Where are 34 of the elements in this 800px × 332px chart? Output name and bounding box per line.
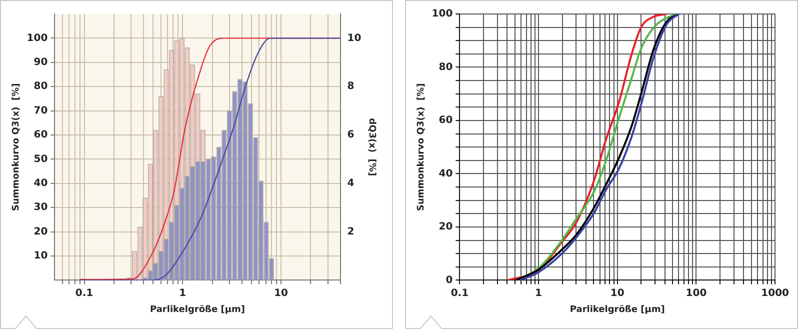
y-tick-label: 100 [26, 32, 48, 44]
y-tick-label: 70 [34, 105, 48, 116]
y2-tick-label: 2 [347, 226, 354, 238]
x-axis-title: Parlikelgröße [µm] [570, 304, 665, 315]
y-tick-label: 0 [446, 274, 453, 286]
y2-tick-label: 4 [347, 178, 354, 189]
y-tick-label: 40 [34, 178, 48, 189]
x-tick-label: 100 [686, 288, 707, 299]
y-tick-label: 80 [438, 62, 453, 73]
x-axis-title: Parlikelgröße [µm] [150, 304, 245, 315]
y-axis-title: Summonkurvo Q3(x) [%] [12, 83, 22, 211]
y-tick-label: 60 [34, 130, 48, 141]
y-tick-label: 20 [438, 222, 453, 233]
y-tick-label: 30 [34, 202, 48, 214]
y2-tick-label: 6 [347, 130, 354, 141]
y-tick-label: 90 [34, 56, 48, 68]
y2-axis-title: dQ3(x) [%] [366, 118, 376, 176]
x-tick-label: 10 [610, 288, 624, 299]
y-tick-label: 20 [34, 226, 48, 238]
x-tick-label: 1 [535, 288, 542, 299]
x-tick-label: 0.1 [75, 288, 94, 299]
y-tick-label: 50 [34, 154, 48, 165]
y-tick-label: 80 [34, 81, 48, 92]
y-tick-label: 60 [438, 115, 453, 126]
y2-tick-label: 10 [347, 32, 362, 44]
y2-tick-label: 8 [347, 81, 354, 92]
x-tick-label: 0.1 [450, 288, 469, 299]
y-tick-label: 40 [438, 168, 453, 180]
y-tick-label: 100 [432, 8, 453, 20]
x-tick-label: 10 [274, 288, 288, 299]
x-tick-label: 1000 [761, 288, 790, 299]
x-tick-label: 1 [179, 288, 186, 299]
y-tick-label: 10 [34, 250, 48, 262]
y-axis-title: Summonkurvo Q3(x) [%] [416, 83, 427, 211]
